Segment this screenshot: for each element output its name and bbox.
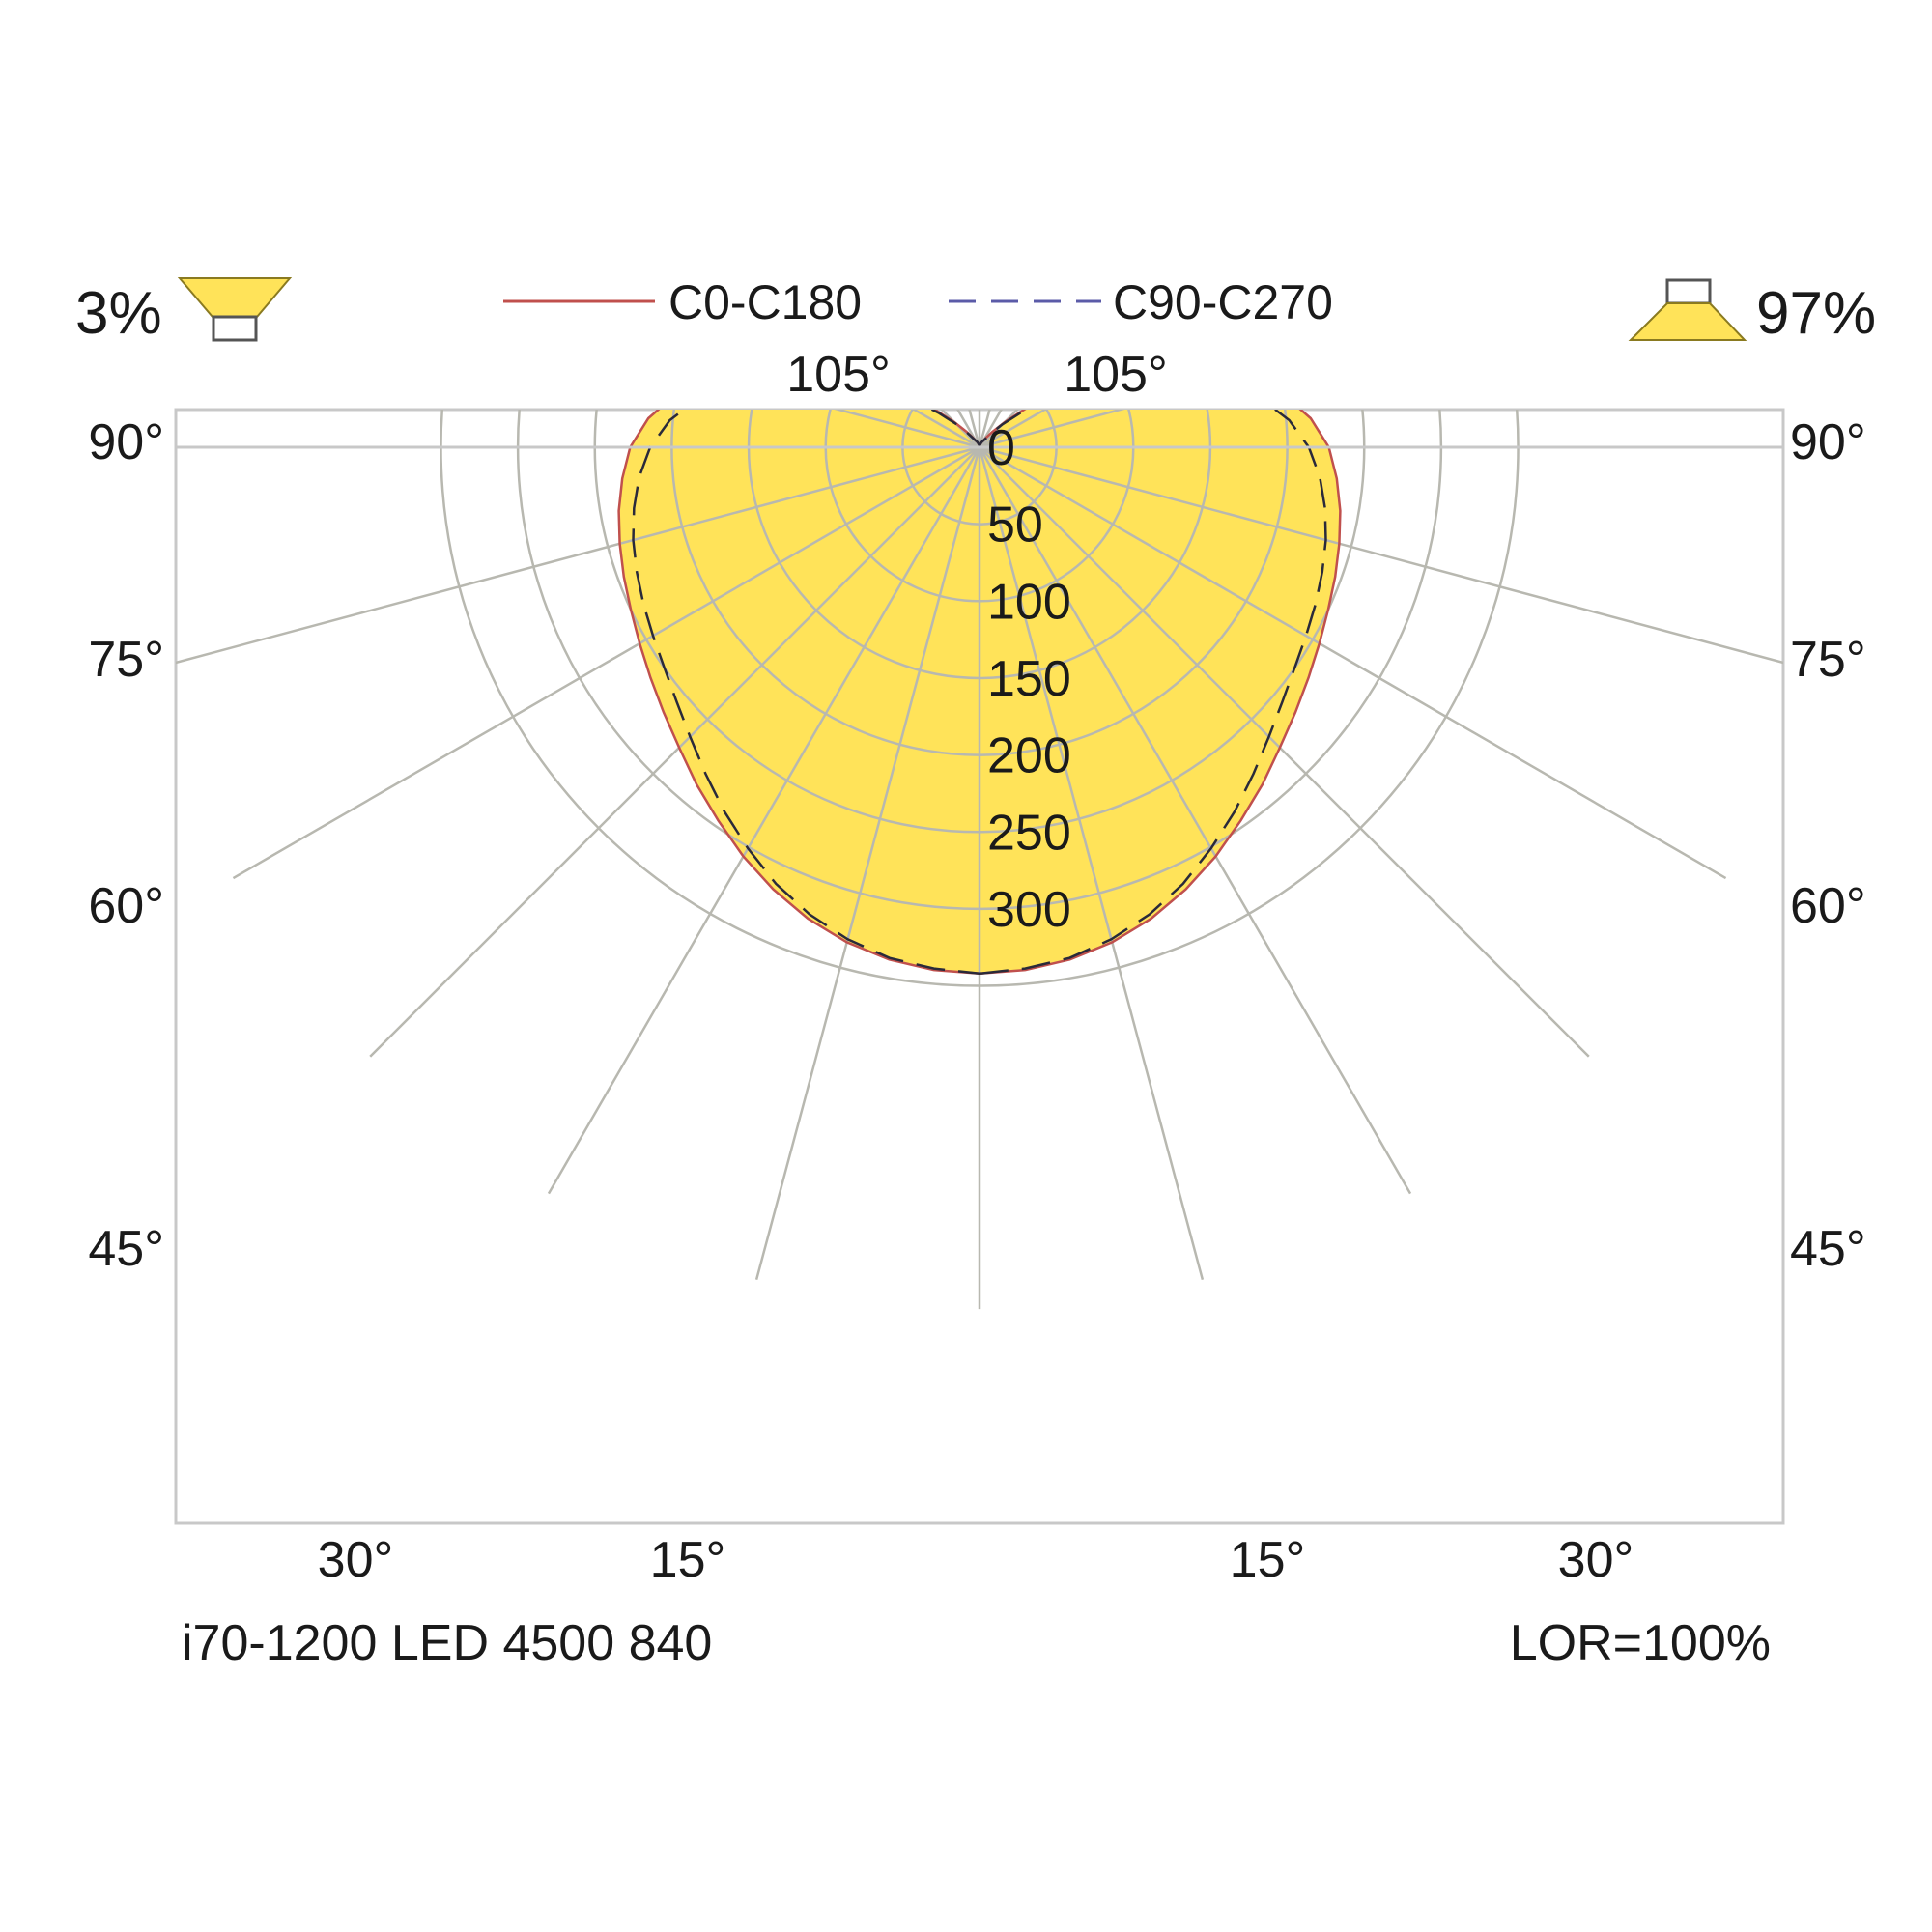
grid-spoke-30-left xyxy=(547,446,981,1195)
grid-spoke-15-left xyxy=(754,446,981,1281)
angle-label-left-60: 60° xyxy=(88,878,164,934)
angle-label-top-right-105: 105° xyxy=(1064,347,1168,403)
radial-tick-labels: 0 50 100 150 200 250 300 xyxy=(987,420,1071,938)
angle-label-left-90: 90° xyxy=(88,414,164,470)
upward-share-value: 3% xyxy=(75,280,162,347)
angle-label-top-left-105: 105° xyxy=(786,347,891,403)
radial-tick-label-250: 250 xyxy=(987,805,1071,861)
angle-label-bottom-left-15: 15° xyxy=(650,1532,726,1588)
grid-spoke-105-left xyxy=(834,410,980,449)
grid-spoke-105-right xyxy=(979,410,1125,449)
radial-tick-label-200: 200 xyxy=(987,728,1071,784)
radial-tick-label-100: 100 xyxy=(987,574,1071,630)
angle-label-bottom-right-30: 30° xyxy=(1558,1532,1634,1588)
angle-label-right-45: 45° xyxy=(1790,1221,1866,1277)
grid-spoke-75-right xyxy=(979,445,1783,665)
grid-spoke-150-left xyxy=(956,410,981,448)
angle-label-right-60: 60° xyxy=(1790,878,1866,934)
radial-tick-label-0: 0 xyxy=(987,420,1015,476)
legend-label-c90-c270: C90-C270 xyxy=(1113,275,1333,329)
grid-spoke-60-right xyxy=(979,445,1727,880)
grid-spoke-60-left xyxy=(232,445,980,880)
grid-spoke-15-right xyxy=(978,446,1205,1281)
grid-spoke-30-right xyxy=(978,446,1412,1195)
radial-tick-label-300: 300 xyxy=(987,882,1071,938)
grid-spoke-45-right xyxy=(979,446,1590,1058)
upward-light-icon xyxy=(177,277,293,342)
angle-label-left-75: 75° xyxy=(88,632,164,688)
lor-label: LOR=100% xyxy=(1510,1615,1771,1671)
grid-spoke-75-left xyxy=(176,445,980,665)
radial-tick-label-150: 150 xyxy=(987,651,1071,707)
angle-label-bottom-right-15: 15° xyxy=(1230,1532,1306,1588)
downward-share-value: 97% xyxy=(1756,280,1876,347)
angle-label-right-90: 90° xyxy=(1790,414,1866,470)
grid-spoke-150-right xyxy=(978,410,1003,448)
angle-label-right-75: 75° xyxy=(1790,632,1866,688)
angle-label-bottom-left-30: 30° xyxy=(318,1532,394,1588)
luminaire-name: i70-1200 LED 4500 840 xyxy=(182,1615,712,1671)
angle-label-left-45: 45° xyxy=(88,1221,164,1277)
series-c90-c270-curve xyxy=(632,410,1327,976)
grid-spoke-45-left xyxy=(369,446,980,1058)
legend-label-c0-c180: C0-C180 xyxy=(668,275,862,329)
radial-tick-label-50: 50 xyxy=(987,497,1043,554)
downward-light-icon xyxy=(1628,278,1747,341)
